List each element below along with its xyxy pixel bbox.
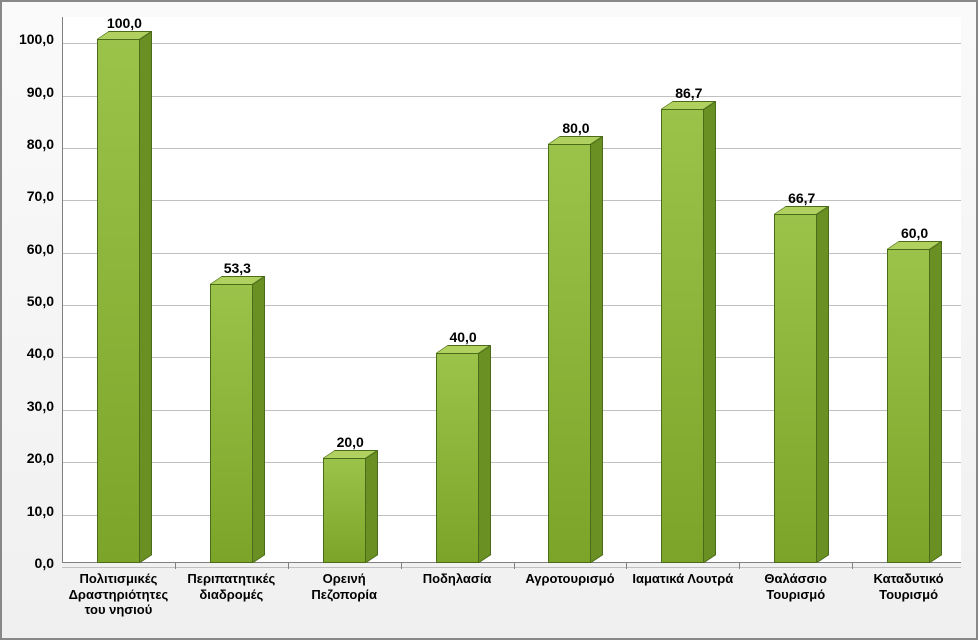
x-tick-label: Αγροτουρισμό [514,571,627,587]
y-tick-label: 20,0 [27,450,54,466]
bar-front [323,458,366,563]
bar-side [140,31,152,563]
bar [887,249,930,563]
bar-front [436,353,479,563]
y-axis: 0,010,020,030,040,050,060,070,080,090,01… [2,17,62,563]
x-axis: Πολιτισμικές Δραστηριότητες του νησιούΠε… [62,563,961,638]
bar-side [930,241,942,563]
x-tick-label: Περιπατητικές διαδρομές [175,571,288,602]
x-separator [175,563,176,569]
bar [97,39,140,563]
value-label: 53,3 [224,260,251,276]
x-separator [401,563,402,569]
chart-container: 100,0 53,3 20,0 40,0 80,0 86,7 66,7 60,0 0,0 10,… [0,0,978,640]
value-label: 66,7 [788,190,815,206]
bar-side [817,206,829,563]
bar [436,353,479,563]
bar-side [366,450,378,563]
y-tick-label: 0,0 [35,555,54,571]
y-tick-label: 40,0 [27,345,54,361]
y-tick-label: 10,0 [27,503,54,519]
value-label: 86,7 [675,85,702,101]
y-tick-label: 60,0 [27,241,54,257]
x-separator [288,563,289,569]
bar-side [253,276,265,563]
x-tick-label: Ιαματικά Λουτρά [626,571,739,587]
x-separator [739,563,740,569]
plot-area: 100,0 53,3 20,0 40,0 80,0 86,7 66,7 60,0 [62,17,961,563]
bar-side [479,345,491,563]
bar [323,458,366,563]
value-label: 20,0 [337,434,364,450]
x-separator [626,563,627,569]
value-label: 100,0 [107,15,142,31]
x-tick-label: Θαλάσσιο Τουρισμό [739,571,852,602]
x-tick-label: Ποδηλασία [401,571,514,587]
bar-front [661,109,704,563]
bar-front [887,249,930,563]
x-tick-label: Πολιτισμικές Δραστηριότητες του νησιού [62,571,175,618]
value-label: 80,0 [562,120,589,136]
y-tick-label: 80,0 [27,136,54,152]
bar [210,284,253,563]
x-tick-label: Καταδυτικό Τουρισμό [852,571,965,602]
bar-front [548,144,591,563]
bar-front [97,39,140,563]
bar [661,109,704,563]
y-tick-label: 70,0 [27,188,54,204]
y-tick-label: 90,0 [27,84,54,100]
bar-side [704,101,716,563]
bar [774,214,817,563]
x-separator [514,563,515,569]
x-tick-label: Ορεινή Πεζοπορία [288,571,401,602]
y-tick-label: 100,0 [19,31,54,47]
x-separator [852,563,853,569]
y-tick-label: 50,0 [27,293,54,309]
bar-front [210,284,253,563]
bars-layer: 100,0 53,3 20,0 40,0 80,0 86,7 66,7 60,0 [62,17,961,563]
value-label: 60,0 [901,225,928,241]
y-tick-label: 30,0 [27,398,54,414]
bar [548,144,591,563]
bar-side [591,136,603,563]
value-label: 40,0 [449,329,476,345]
bar-front [774,214,817,563]
